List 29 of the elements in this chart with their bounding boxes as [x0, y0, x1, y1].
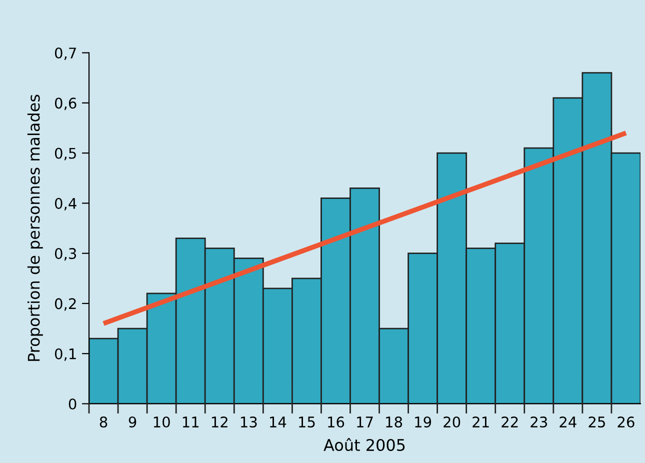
x-tick-label: 23	[530, 416, 548, 428]
y-tick-label: 0,1	[54, 348, 76, 361]
y-tick-label: 0,4	[54, 198, 76, 210]
y-tick-label: 0,7	[54, 48, 76, 60]
x-tick-label: 18	[386, 416, 402, 428]
x-tick-label: 8	[100, 416, 108, 428]
x-tick-label: 26	[618, 416, 634, 428]
x-tick-label: 22	[502, 416, 518, 428]
y-tick-label: 0,6	[54, 98, 76, 110]
y-tick-label: 0,5	[54, 148, 76, 160]
y-tick-label: 0	[68, 398, 76, 410]
x-tick-label: 16	[328, 416, 344, 428]
x-tick-label: 12	[212, 416, 228, 428]
x-tick-label: 21	[472, 416, 489, 428]
x-tick-label: 10	[154, 416, 170, 428]
y-axis-title: Proportion de personnes malades	[27, 94, 43, 361]
x-axis-title: Août 2005	[324, 438, 405, 452]
x-tick-label: 24	[560, 416, 576, 428]
x-tick-label: 14	[270, 416, 286, 428]
x-tick-label: 9	[128, 416, 136, 428]
x-tick-label: 13	[240, 416, 257, 428]
x-tick-label: 11	[182, 416, 199, 428]
y-tick-label: 0,2	[54, 298, 76, 311]
x-tick-label: 25	[588, 416, 605, 428]
y-tick-label: 0,3	[54, 248, 76, 261]
x-tick-label: 19	[415, 416, 432, 428]
x-tick-label: 17	[357, 416, 373, 428]
x-tick-label: 15	[299, 416, 315, 428]
x-tick-label: 20	[444, 416, 460, 428]
